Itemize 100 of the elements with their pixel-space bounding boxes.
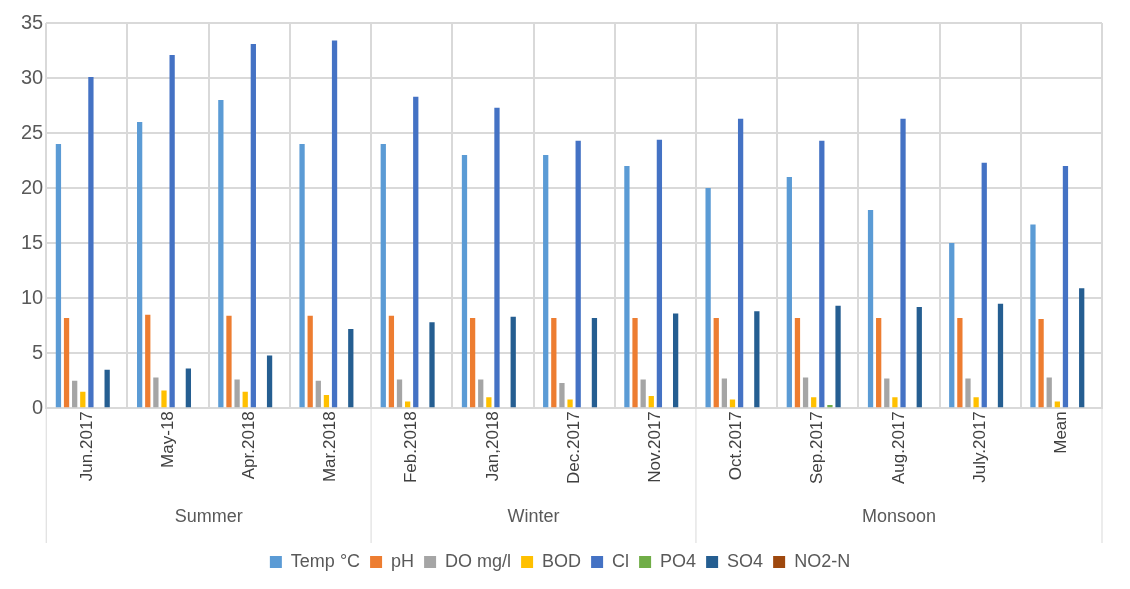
- y-tick-label: 15: [21, 230, 44, 253]
- legend-label: pH: [391, 550, 415, 571]
- bar: [802, 377, 809, 408]
- bar: [1046, 377, 1052, 408]
- bar: [486, 397, 492, 408]
- bar: [145, 314, 151, 408]
- bar: [876, 317, 882, 408]
- bar: [137, 122, 143, 408]
- bar: [161, 390, 167, 408]
- bar: [478, 379, 484, 408]
- bar: [648, 396, 654, 408]
- bar: [218, 100, 224, 408]
- bar: [331, 40, 338, 408]
- bar: [819, 140, 825, 408]
- bar: [640, 379, 646, 408]
- bar: [226, 315, 232, 408]
- bar: [1079, 288, 1085, 408]
- bar: [721, 378, 727, 408]
- bar: [469, 317, 476, 408]
- bar: [729, 399, 736, 408]
- x-tick-label: Jun.2017: [76, 411, 96, 482]
- bar: [965, 378, 971, 408]
- x-tick-label: Jan,2018: [482, 411, 502, 482]
- legend-label: BOD: [542, 550, 582, 571]
- y-tick-label: 5: [32, 340, 44, 363]
- x-tick-label: Feb.2018: [401, 411, 421, 484]
- bar: [900, 118, 906, 408]
- bar: [307, 315, 313, 408]
- bar: [510, 316, 516, 408]
- bar: [88, 76, 94, 408]
- legend-label: Temp °C: [290, 550, 361, 571]
- bar: [705, 188, 711, 408]
- x-tick-label: Oct.2017: [726, 411, 746, 481]
- bar: [575, 140, 581, 408]
- bar: [892, 397, 898, 408]
- bar: [827, 404, 833, 408]
- bar: [754, 311, 760, 408]
- legend-label: Cl: [612, 550, 630, 571]
- bar: [323, 395, 330, 408]
- bar: [981, 162, 987, 408]
- bar: [242, 391, 248, 408]
- bar: [266, 355, 273, 408]
- bar: [551, 317, 557, 408]
- text: Summer: [174, 505, 243, 526]
- bar: [591, 317, 598, 408]
- legend-label: DO mg/l: [445, 550, 512, 571]
- x-tick-label: Mean: [1051, 411, 1071, 454]
- x-tick-label: Nov.2017: [645, 411, 665, 483]
- bar: [348, 328, 354, 408]
- bar: [973, 397, 979, 408]
- bar: [461, 155, 468, 408]
- bar: [673, 313, 679, 408]
- bar: [388, 315, 395, 408]
- bar: [380, 144, 386, 408]
- y-tick-label: 25: [21, 120, 44, 143]
- bar: [567, 399, 573, 408]
- x-tick-label: May-18: [157, 411, 177, 468]
- bar: [1038, 319, 1044, 408]
- bar: [429, 322, 435, 408]
- bar: [250, 43, 256, 408]
- bar: [884, 378, 890, 408]
- bar: [794, 317, 801, 408]
- legend-label: NO2-N: [794, 550, 851, 571]
- bar: [80, 391, 86, 408]
- bar: [543, 155, 549, 408]
- bar: [1030, 224, 1036, 408]
- bar: [957, 317, 963, 408]
- bar: [234, 379, 240, 408]
- bar: [737, 118, 744, 408]
- x-tick-label: Sep.2017: [807, 411, 827, 485]
- bar: [867, 210, 874, 408]
- bar: [396, 379, 403, 408]
- text: Winter: [507, 505, 560, 526]
- bar: [169, 54, 175, 408]
- bar: [656, 139, 663, 408]
- bar: [315, 380, 321, 408]
- legend-label: SO4: [727, 550, 764, 571]
- bar: [63, 317, 70, 408]
- bar: [55, 144, 62, 408]
- bar: [916, 306, 922, 408]
- bar: [632, 317, 638, 408]
- x-tick-label: July.2017: [969, 411, 989, 483]
- y-tick-label: 10: [21, 285, 44, 308]
- bar: [713, 317, 719, 408]
- bar: [949, 243, 955, 408]
- bar: [1062, 166, 1069, 408]
- bar: [811, 397, 817, 408]
- y-tick-label: 30: [21, 65, 44, 88]
- legend-label: PO4: [660, 550, 697, 571]
- bar: [559, 382, 565, 408]
- x-tick-label: Mar.2018: [320, 411, 340, 483]
- y-tick-label: 0: [32, 395, 44, 418]
- y-tick-label: 35: [21, 10, 44, 33]
- bar: [185, 368, 192, 408]
- bar: [786, 177, 792, 408]
- bar: [299, 144, 305, 408]
- x-tick-label: Aug.2017: [888, 411, 908, 485]
- bar: [624, 166, 630, 408]
- y-tick-label: 20: [21, 175, 44, 198]
- bar: [494, 107, 500, 408]
